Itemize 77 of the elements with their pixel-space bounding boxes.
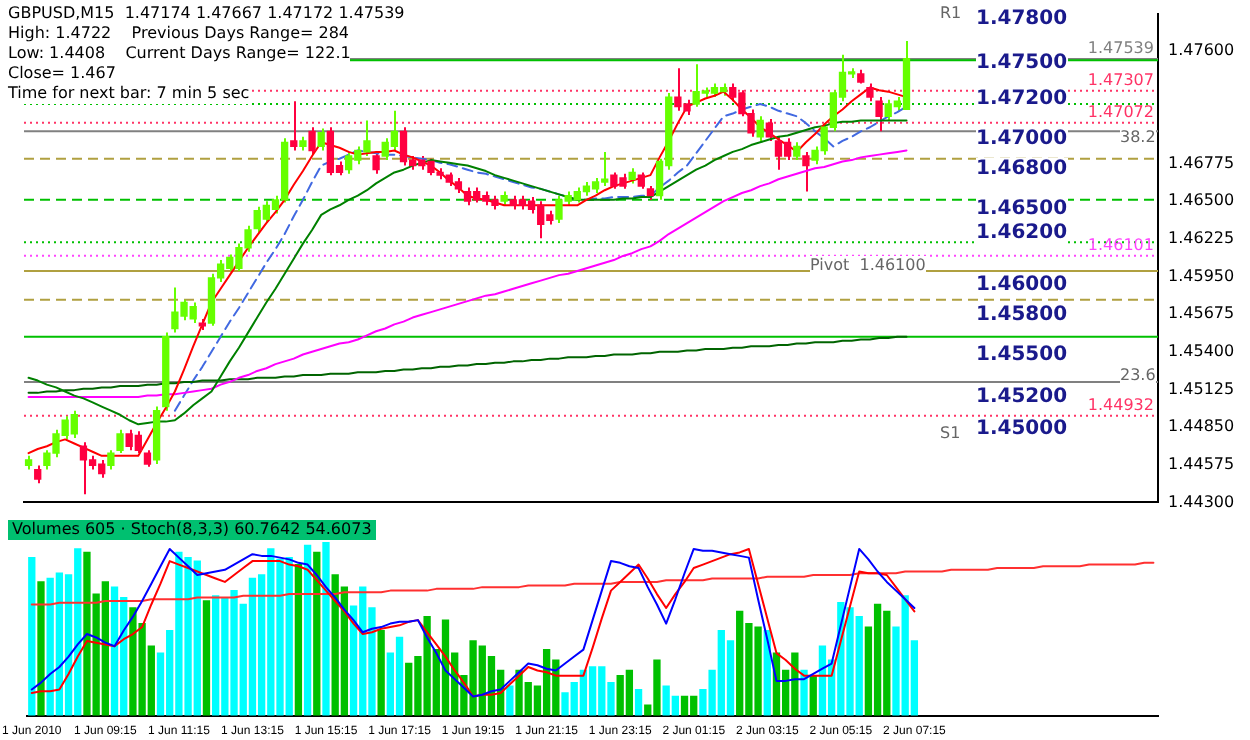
bar	[55, 572, 64, 716]
candlestick	[326, 126, 335, 177]
ref-line-label: 1.47539	[1087, 39, 1154, 58]
candlestick	[107, 449, 115, 471]
bar	[110, 586, 119, 716]
candlestick	[756, 115, 764, 142]
bar	[294, 563, 303, 716]
bar	[809, 675, 817, 716]
annotation: Pivot 1.46100	[810, 256, 926, 274]
candlestick	[399, 126, 408, 167]
text: Volumes 605 · Stoch(8,3,3) 60.7642 54.6073	[8, 520, 376, 540]
bar	[303, 544, 312, 716]
y-tick-label: 1.44300	[1168, 492, 1235, 511]
annotation: 1.45800	[976, 304, 1068, 326]
annotation: 1.47200	[976, 88, 1068, 110]
bar	[37, 581, 45, 716]
bar	[202, 600, 211, 716]
candlestick	[783, 137, 792, 162]
bar	[625, 669, 634, 716]
annotation: 1.46800	[976, 158, 1068, 180]
chart-title: GBPUSD,M15 1.47174 1.47667 1.47172 1.47539	[8, 4, 405, 24]
candlestick	[308, 126, 316, 156]
annotation: 1.47800	[976, 8, 1068, 30]
bar	[800, 669, 808, 716]
bar	[588, 666, 597, 716]
y-tick-label: 1.46775	[1168, 153, 1235, 172]
annotation: 23.6	[1120, 366, 1156, 384]
y-tick-label: 1.45400	[1168, 341, 1235, 360]
y-tick-label: 1.46225	[1168, 228, 1235, 247]
annotation: Time for next bar: 7 min 5 sec	[8, 84, 250, 104]
annotation: 1.46000	[976, 274, 1068, 296]
ref-line-label: 1.47307	[1087, 70, 1154, 89]
annotation: High: 1.4722 Previous Days Range= 284	[8, 24, 350, 44]
candlestick	[372, 150, 380, 175]
annotation: 1.47000	[976, 128, 1068, 150]
y-tick-label: 1.47600	[1168, 40, 1235, 59]
bar	[313, 551, 321, 716]
bar	[377, 629, 385, 716]
candlestick	[344, 150, 353, 175]
bar	[506, 685, 514, 716]
candlestick	[390, 109, 399, 152]
annotation: Close= 1.467	[8, 64, 116, 84]
y-tick-label: 1.44850	[1168, 417, 1235, 436]
bar	[248, 577, 257, 716]
annotation: 1.45500	[976, 344, 1068, 366]
candlestick	[116, 428, 124, 455]
ref-line-label: 1.44932	[1087, 396, 1154, 415]
candlestick	[802, 150, 810, 193]
ref-line-label: 1.47072	[1087, 103, 1154, 122]
y-tick-label: 1.46500	[1168, 191, 1235, 210]
annotation: 1.45000	[976, 418, 1068, 440]
candlestick	[290, 100, 298, 152]
annotation: 38.2	[1120, 128, 1156, 146]
candlestick	[262, 200, 271, 225]
candlestick	[317, 127, 325, 152]
annotation: R1	[940, 4, 962, 22]
bar	[28, 556, 36, 716]
y-tick-label: 1.44575	[1168, 454, 1235, 473]
candlestick	[134, 430, 142, 455]
ref-line-label: 1.46101	[1087, 235, 1154, 254]
annotation: 1.45200	[976, 386, 1068, 408]
candlestick	[875, 96, 883, 133]
y-tick-label: 1.45675	[1168, 304, 1235, 323]
annotation: S1	[940, 424, 961, 442]
candlestick	[207, 272, 216, 327]
y-tick-label: 1.45125	[1168, 379, 1235, 398]
bar	[322, 542, 330, 716]
candlestick	[79, 441, 88, 496]
bar	[634, 688, 643, 716]
y-tick-label: 1.45950	[1168, 266, 1235, 285]
annotation: 1.46500	[976, 198, 1068, 220]
bar	[395, 636, 404, 716]
bar	[680, 695, 689, 716]
annotation: 1.47500	[976, 52, 1068, 74]
bar	[873, 603, 882, 716]
annotation: Low: 1.4408 Current Days Range= 122.1	[8, 44, 351, 64]
annotation: 1.46200	[976, 222, 1068, 244]
